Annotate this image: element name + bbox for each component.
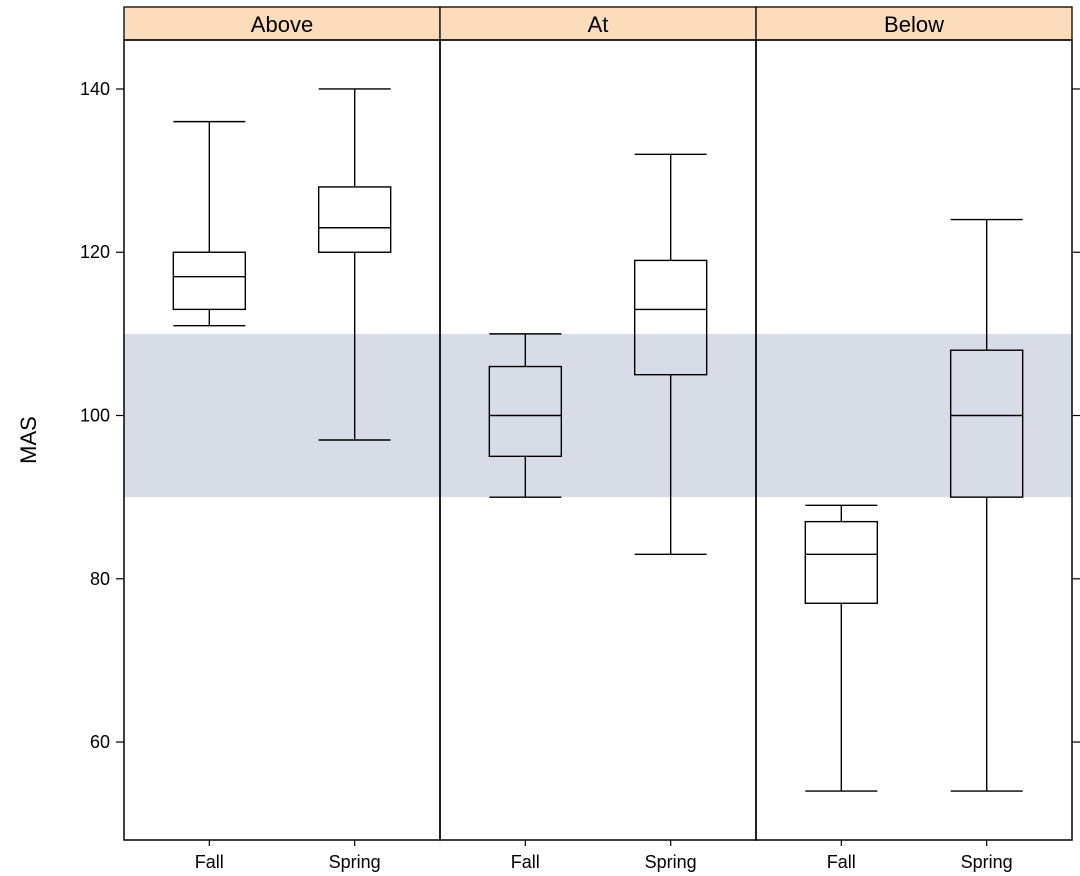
x-tick-label: Fall xyxy=(195,852,224,872)
x-tick-label: Spring xyxy=(645,852,697,872)
x-tick-label: Spring xyxy=(329,852,381,872)
box-iqr xyxy=(317,186,392,253)
box-iqr xyxy=(949,349,1024,498)
y-tick-label: 60 xyxy=(90,732,110,752)
y-tick-label: 100 xyxy=(80,406,110,426)
box-iqr xyxy=(172,251,247,311)
y-tick-label: 140 xyxy=(80,79,110,99)
y-tick-label: 80 xyxy=(90,569,110,589)
x-tick-label: Spring xyxy=(961,852,1013,872)
y-tick-label: 120 xyxy=(80,242,110,262)
x-tick-label: Fall xyxy=(827,852,856,872)
panel-border xyxy=(755,39,1073,841)
panel-strip xyxy=(123,6,441,41)
x-tick-label: Fall xyxy=(511,852,540,872)
reference-band xyxy=(124,333,1072,498)
box-iqr xyxy=(633,259,708,376)
panel-strip xyxy=(755,6,1073,41)
panel-label: Above xyxy=(251,12,313,37)
panel-label: At xyxy=(588,12,609,37)
y-axis-title: MAS xyxy=(16,416,41,464)
panel-label: Below xyxy=(884,12,944,37)
panel-strip xyxy=(439,6,757,41)
box-iqr xyxy=(804,520,879,604)
box-iqr xyxy=(488,365,563,458)
